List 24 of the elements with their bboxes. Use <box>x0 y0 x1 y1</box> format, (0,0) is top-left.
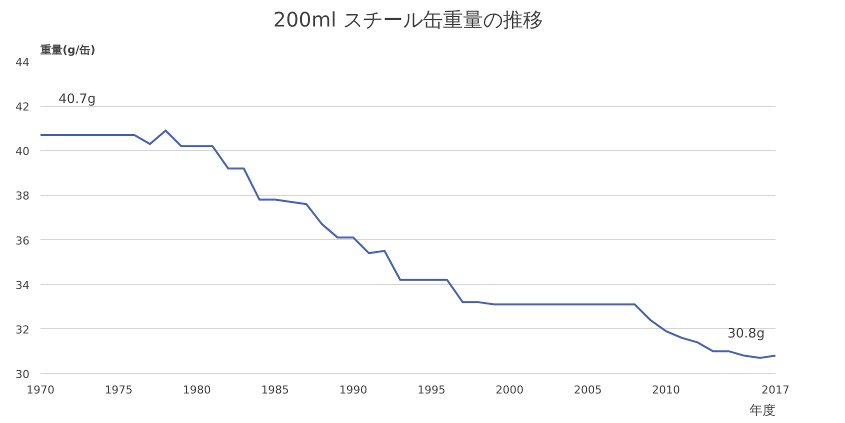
x-tick-label: 1990 <box>339 384 368 396</box>
annotation: 30.8g <box>728 326 765 342</box>
x-axis-title: 年度 <box>750 402 776 418</box>
y-tick-label: 30 <box>16 368 30 381</box>
y-tick-label: 32 <box>16 323 30 336</box>
chart-title: 200ml スチール缶重量の推移 <box>273 8 543 32</box>
y-tick-label: 36 <box>16 234 30 248</box>
y-tick-label: 42 <box>16 100 30 114</box>
annotation: 40.7g <box>58 92 96 108</box>
x-tick-label: 1970 <box>26 384 55 396</box>
x-tick-label: 1995 <box>417 384 446 396</box>
x-tick-label: 1980 <box>182 384 211 396</box>
y-tick-label: 44 <box>16 56 30 69</box>
x-tick-label: 2000 <box>496 384 524 396</box>
x-tick-label: 2005 <box>574 384 602 396</box>
x-tick-label: 1975 <box>104 384 133 396</box>
x-tick-label: 2010 <box>652 384 680 396</box>
x-tick-label: 2017 <box>762 384 790 396</box>
x-tick-label: 1985 <box>261 384 290 396</box>
y-tick-label: 38 <box>16 190 30 203</box>
y-axis-title: 重量(g/缶) <box>40 44 96 56</box>
y-tick-label: 34 <box>16 278 30 292</box>
line-series <box>40 130 776 359</box>
y-tick-label: 40 <box>16 145 30 158</box>
